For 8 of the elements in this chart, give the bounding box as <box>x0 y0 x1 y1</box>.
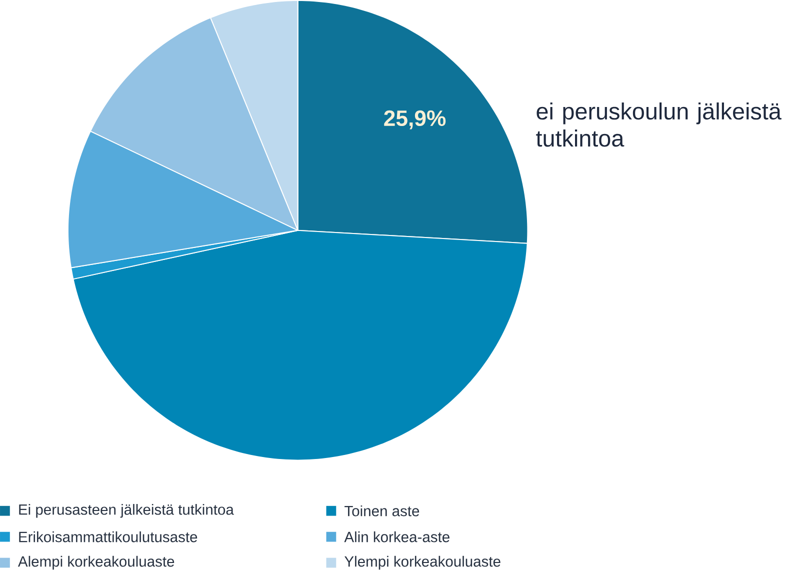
legend-label: Erikoisammattikoulutusaste <box>19 532 198 542</box>
legend-label: Ei perusasteen jälkeistä tutkintoa <box>19 504 234 518</box>
data-label: 25,9% <box>384 110 446 130</box>
legend-label: Alempi korkeakouluaste <box>18 556 174 570</box>
legend-label: Toinen aste <box>344 506 420 516</box>
legend-label: Alin korkea-aste <box>344 532 450 542</box>
text: ei peruskoulun jälkeistä tutkintoa <box>536 102 782 147</box>
legend-label: Ylempi korkeakouluaste <box>344 556 500 570</box>
